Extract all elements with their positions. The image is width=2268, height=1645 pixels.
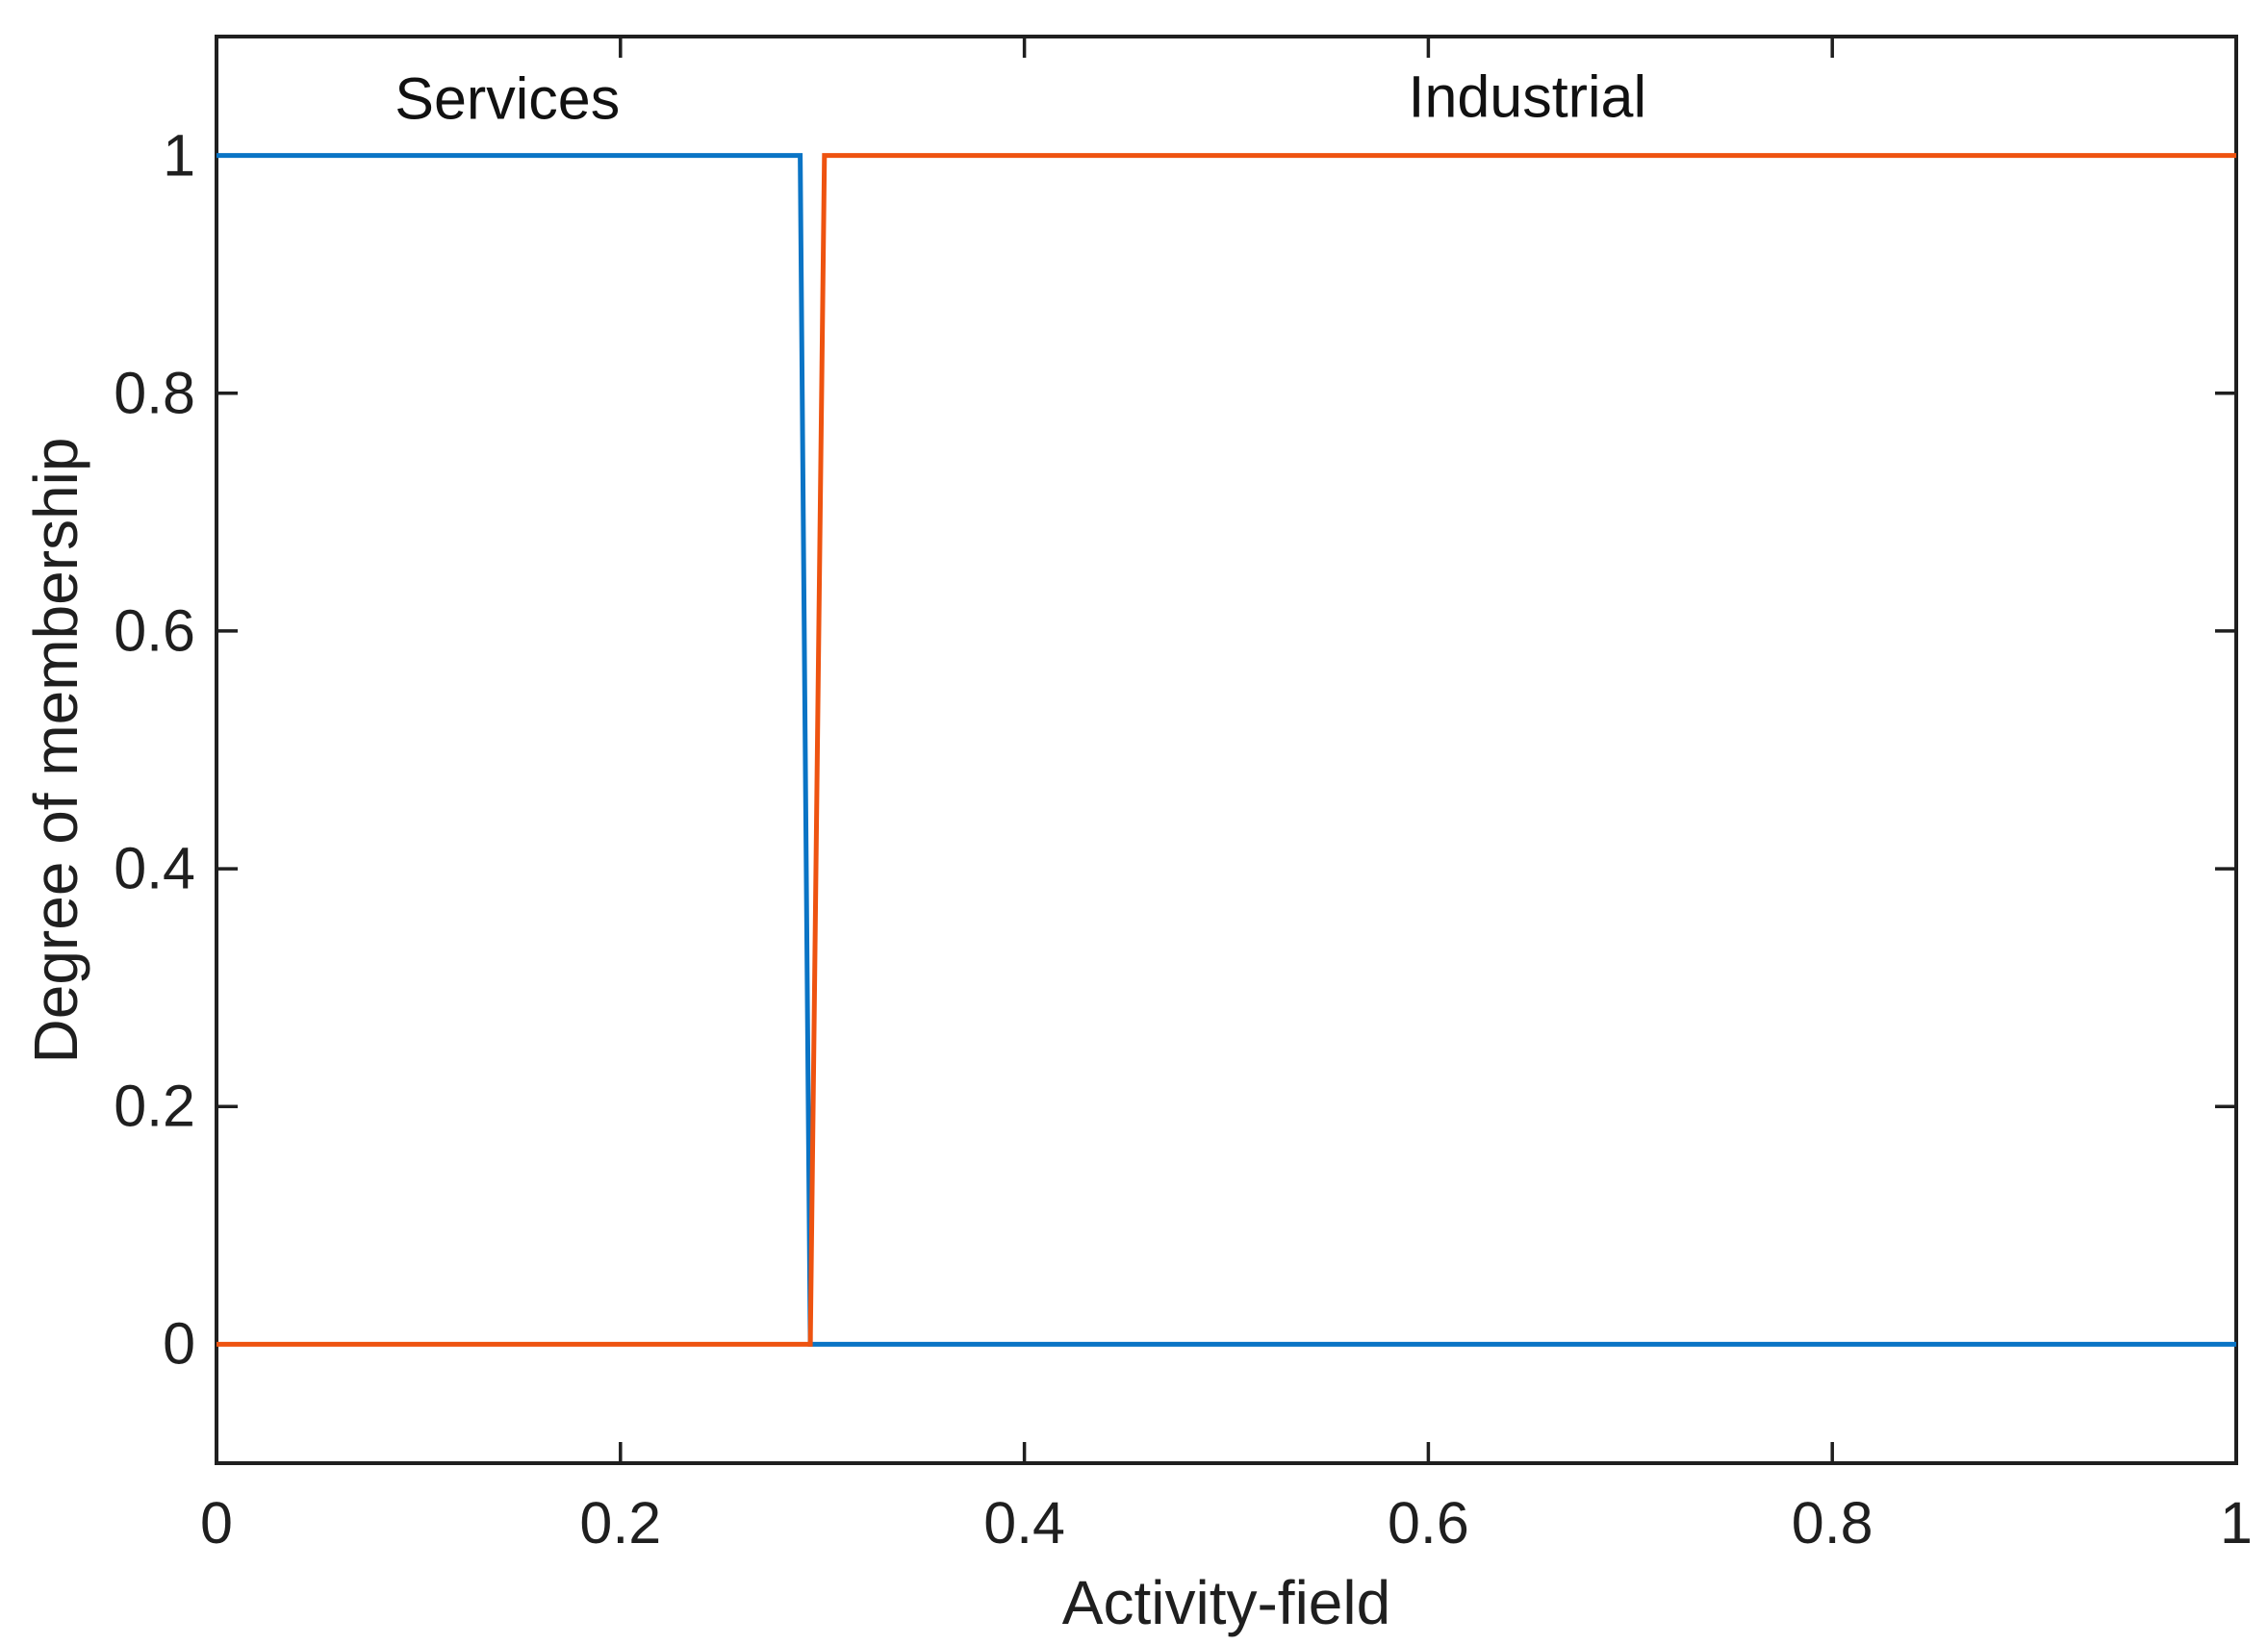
x-axis-label: Activity-field [1061,1568,1391,1637]
x-tick-label: 0.8 [1791,1490,1873,1556]
y-tick-label: 0.6 [114,597,195,664]
y-tick-label: 1 [163,122,195,189]
y-tick-label: 0.4 [114,835,195,901]
x-tick-label: 0.6 [1387,1490,1469,1556]
x-tick-label: 1 [2220,1490,2253,1556]
annotation-industrial: Industrial [1408,63,1647,130]
y-axis-label: Degree of membership [21,437,90,1063]
x-tick-label: 0.4 [983,1490,1065,1556]
y-tick-label: 0 [163,1310,195,1377]
series-line-industrial [217,153,2236,1347]
y-tick-label: 0.2 [114,1073,195,1139]
annotation-services: Services [395,65,621,132]
y-tick-label: 0.8 [114,360,195,426]
x-tick-label: 0.2 [579,1490,662,1556]
series-line-services [217,153,2236,1347]
plot-border [215,35,2238,1465]
x-tick-label: 0 [200,1490,233,1556]
